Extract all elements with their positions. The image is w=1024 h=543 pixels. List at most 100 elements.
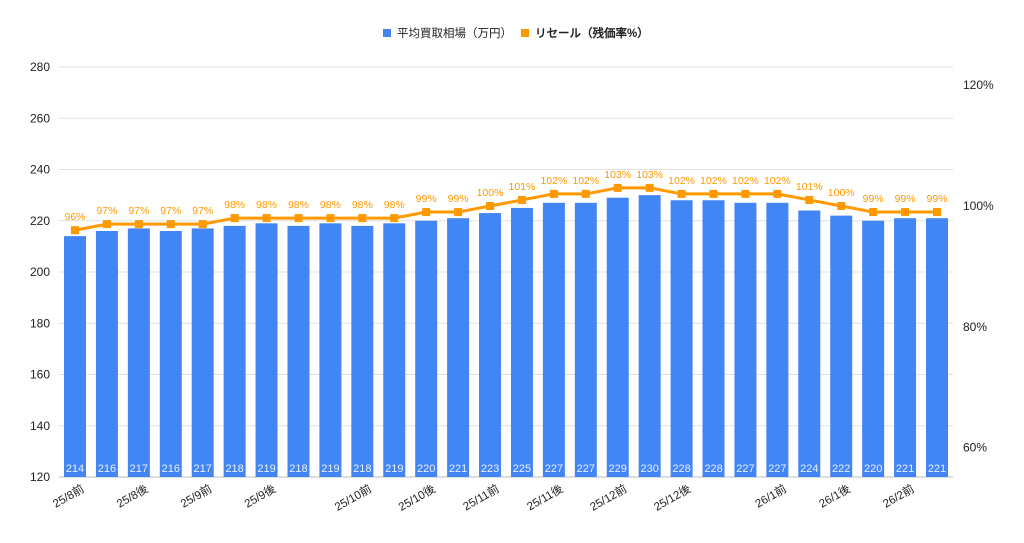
bar (351, 225, 374, 477)
line-value-label: 97% (128, 205, 149, 217)
bar-value-label: 220 (864, 463, 882, 475)
bar-value-label: 219 (257, 463, 275, 475)
bar-value-label: 224 (800, 463, 818, 475)
line-value-label: 98% (288, 199, 309, 211)
line-value-label: 98% (224, 199, 245, 211)
line-value-label: 96% (64, 211, 85, 223)
line-value-label: 99% (448, 193, 469, 205)
line-value-label: 102% (732, 175, 759, 187)
line-point (805, 195, 814, 204)
y-right-tick-label: 120% (963, 78, 994, 92)
bar (862, 220, 885, 477)
bar (415, 220, 438, 477)
x-tick-label: 25/9前 (178, 481, 214, 510)
legend: 平均買取相場（万円） リセール（残価率%） (383, 26, 649, 40)
x-tick-label: 25/12前 (587, 481, 629, 513)
legend-label-line: リセール（残価率%） (535, 26, 649, 40)
bar-value-label: 221 (896, 463, 914, 475)
x-tick-label: 25/10前 (332, 481, 374, 513)
bar-value-label: 227 (577, 463, 595, 475)
bar-value-label: 227 (768, 463, 786, 475)
bar-value-label: 220 (417, 463, 435, 475)
bar-value-label: 219 (321, 463, 339, 475)
bar (383, 223, 406, 477)
bar-value-label: 223 (481, 463, 499, 475)
legend-swatch-line (521, 29, 529, 37)
x-tick-label: 25/8後 (114, 481, 151, 510)
line-point (71, 226, 79, 235)
line-value-label: 97% (96, 205, 117, 217)
line-value-label: 99% (926, 193, 947, 205)
bar (510, 207, 533, 477)
line-point (709, 189, 718, 198)
x-tick-label: 25/12後 (651, 481, 693, 514)
bar (159, 231, 182, 477)
bar (702, 200, 725, 477)
y-left-tick-label: 140 (30, 419, 50, 433)
line-value-label: 103% (604, 169, 631, 181)
line-point (358, 214, 367, 223)
x-tick-label: 25/10後 (396, 481, 438, 514)
line-value-label: 103% (636, 169, 663, 181)
x-tick-label: 25/9後 (242, 481, 279, 510)
bar-value-label: 214 (66, 463, 84, 475)
bar-value-label: 217 (194, 463, 212, 475)
line-point (837, 202, 846, 210)
bar (191, 228, 214, 477)
x-tick-label: 25/11後 (524, 481, 566, 513)
x-tick-label: 25/11前 (460, 481, 501, 513)
bar-value-label: 221 (928, 463, 946, 475)
line-point (517, 195, 526, 204)
line-point (773, 189, 782, 198)
line-value-label: 99% (863, 193, 884, 205)
bar-value-label: 218 (289, 463, 307, 475)
line-value-label: 101% (509, 181, 536, 193)
bar-value-label: 230 (640, 463, 658, 475)
line-value-label: 99% (416, 193, 437, 205)
legend-label-bar: 平均買取相場（万円） (397, 27, 512, 40)
line-point (677, 189, 686, 198)
line-point (326, 214, 335, 223)
bar (894, 218, 917, 477)
bar (670, 200, 693, 477)
line-value-label: 97% (160, 205, 181, 217)
line-value-label: 102% (572, 175, 599, 187)
x-tick-label: 26/1前 (753, 481, 789, 510)
bar-value-label: 228 (704, 463, 722, 475)
bar-value-label: 217 (130, 463, 148, 475)
bar (638, 195, 661, 477)
bar (447, 218, 470, 477)
bar-value-label: 219 (385, 463, 403, 475)
y-left-tick-label: 200 (30, 265, 50, 279)
line-point (933, 208, 941, 217)
line-point (549, 189, 558, 198)
bar-value-label: 216 (162, 463, 180, 475)
line-point (581, 189, 590, 198)
line-value-label: 100% (477, 187, 504, 199)
bar-value-label: 225 (513, 463, 531, 475)
bar (766, 202, 789, 477)
line-value-label: 97% (192, 205, 213, 217)
line-value-label: 98% (352, 199, 373, 211)
line-point (741, 189, 750, 198)
bar (798, 210, 821, 477)
y-left-tick-label: 220 (30, 214, 50, 228)
bar (574, 202, 597, 477)
bar (830, 215, 853, 477)
x-tick-label: 26/2前 (880, 481, 916, 510)
line-value-label: 98% (384, 199, 405, 211)
bar (287, 225, 310, 477)
bar-value-label: 228 (672, 463, 690, 475)
y-right-tick-label: 60% (963, 441, 987, 455)
bar (223, 225, 246, 477)
line-point (390, 214, 399, 223)
bar (319, 223, 342, 477)
line-point (198, 220, 207, 229)
bar (255, 223, 278, 477)
y-left-tick-label: 240 (30, 163, 50, 177)
bar-value-label: 218 (353, 463, 371, 475)
bar (127, 228, 150, 477)
bar (606, 197, 629, 477)
